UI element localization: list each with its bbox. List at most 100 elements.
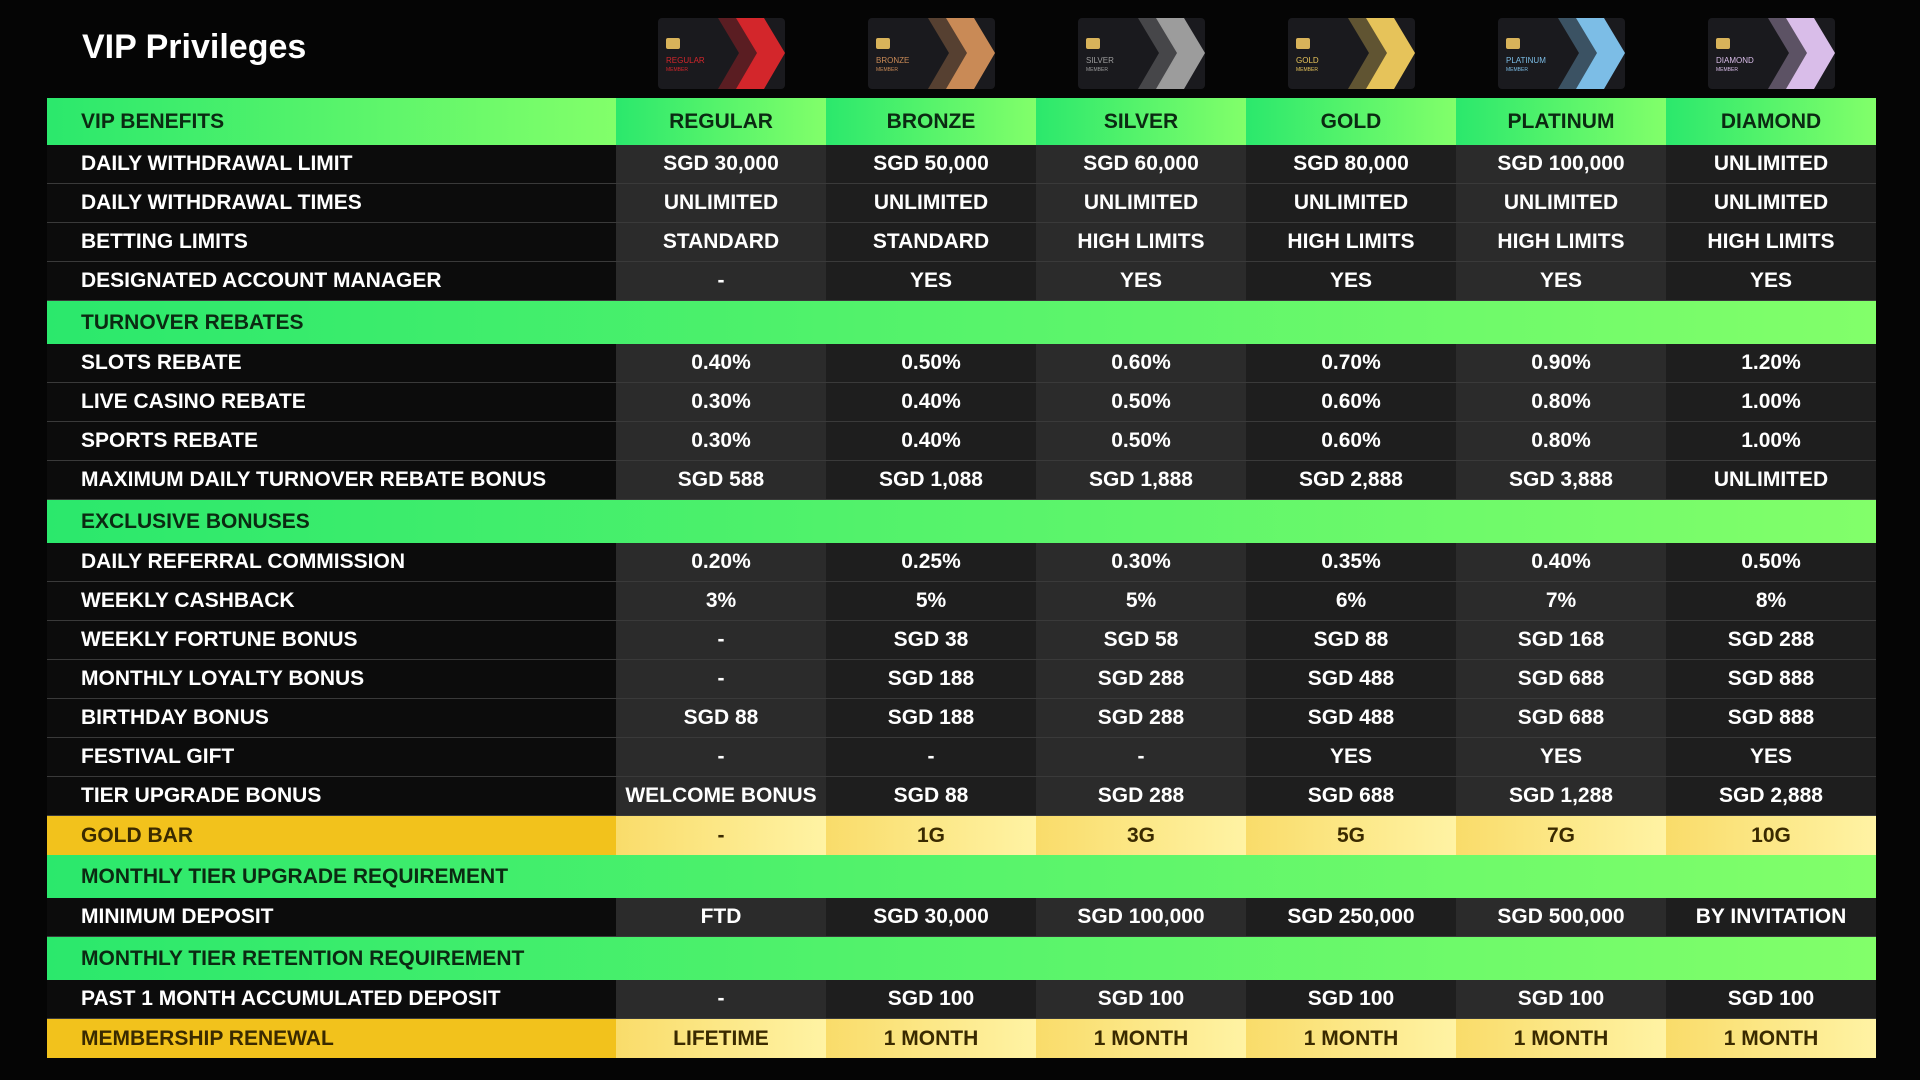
cell: - <box>616 262 826 301</box>
row-label: BETTING LIMITS <box>47 223 616 262</box>
cell: 0.40% <box>826 383 1036 422</box>
card-chevron <box>736 18 785 89</box>
cell: BY INVITATION <box>1666 898 1876 937</box>
cell: 1 MONTH <box>1666 1019 1876 1058</box>
cell: HIGH LIMITS <box>1666 223 1876 262</box>
cell: - <box>826 738 1036 777</box>
card-label: MEMBER <box>1506 67 1528 73</box>
row-label: TIER UPGRADE BONUS <box>47 777 616 816</box>
row-label: BIRTHDAY BONUS <box>47 699 616 738</box>
cell: 6% <box>1246 582 1456 621</box>
card-label: MEMBER <box>1716 67 1738 73</box>
card-chevron-shade <box>928 18 969 89</box>
column-header: GOLD <box>1246 98 1456 145</box>
cell: SGD 30,000 <box>826 898 1036 937</box>
row-label: MEMBERSHIP RENEWAL <box>47 1019 616 1058</box>
card-tier: SILVER <box>1086 56 1114 65</box>
card-chevron <box>946 18 995 89</box>
cell: YES <box>826 262 1036 301</box>
cell: SGD 100,000 <box>1456 145 1666 184</box>
cell: 0.40% <box>826 422 1036 461</box>
row-label: DAILY WITHDRAWAL TIMES <box>47 184 616 223</box>
cell: - <box>616 980 826 1019</box>
cell: SGD 888 <box>1666 660 1876 699</box>
cell: SGD 250,000 <box>1246 898 1456 937</box>
cell: SGD 188 <box>826 699 1036 738</box>
cell: LIFETIME <box>616 1019 826 1058</box>
cell: SGD 2,888 <box>1246 461 1456 500</box>
cell: YES <box>1456 262 1666 301</box>
cell: SGD 168 <box>1456 621 1666 660</box>
cell: SGD 1,888 <box>1036 461 1246 500</box>
cell: UNLIMITED <box>1456 184 1666 223</box>
cell: YES <box>1246 738 1456 777</box>
card-label: MEMBER <box>1086 67 1108 73</box>
cell: 0.50% <box>1036 383 1246 422</box>
cell: UNLIMITED <box>1246 184 1456 223</box>
cell: SGD 100 <box>1246 980 1456 1019</box>
cell: SGD 500,000 <box>1456 898 1666 937</box>
row-label: MAXIMUM DAILY TURNOVER REBATE BONUS <box>47 461 616 500</box>
cell: 1 MONTH <box>1246 1019 1456 1058</box>
cell: SGD 688 <box>1456 699 1666 738</box>
row-label: MONTHLY LOYALTY BONUS <box>47 660 616 699</box>
cell: SGD 80,000 <box>1246 145 1456 184</box>
column-header-label: VIP BENEFITS <box>47 98 616 145</box>
cell: SGD 488 <box>1246 699 1456 738</box>
card-chevron <box>1366 18 1415 89</box>
cell: 0.25% <box>826 543 1036 582</box>
cell: YES <box>1456 738 1666 777</box>
row-label: DAILY WITHDRAWAL LIMIT <box>47 145 616 184</box>
cell: 0.80% <box>1456 383 1666 422</box>
cell: SGD 100 <box>1036 980 1246 1019</box>
column-header: SILVER <box>1036 98 1246 145</box>
cell: SGD 288 <box>1036 660 1246 699</box>
cell: 0.70% <box>1246 344 1456 383</box>
cell: 5G <box>1246 816 1456 855</box>
cell: HIGH LIMITS <box>1456 223 1666 262</box>
cell: 1.00% <box>1666 422 1876 461</box>
cell: WELCOME BONUS <box>616 777 826 816</box>
cell: 0.60% <box>1246 422 1456 461</box>
vip-table: VIP BENEFITS REGULAR BRONZE SILVER GOLD PLATI… <box>47 98 1876 1058</box>
card-chevron-shade <box>1558 18 1599 89</box>
section-header: MONTHLY TIER UPGRADE REQUIREMENT <box>47 855 1876 898</box>
cell: 0.50% <box>1666 543 1876 582</box>
cell: 1 MONTH <box>826 1019 1036 1058</box>
cell: 0.60% <box>1036 344 1246 383</box>
tier-cards: REGULAR MEMBER BRONZE MEMBER SILVER MEMBER GOL… <box>658 18 1835 89</box>
cell: SGD 288 <box>1036 777 1246 816</box>
cell: SGD 100 <box>826 980 1036 1019</box>
cell: 0.50% <box>826 344 1036 383</box>
card-label: MEMBER <box>1296 67 1318 73</box>
cell: 1 MONTH <box>1456 1019 1666 1058</box>
card-label: MEMBER <box>666 67 688 73</box>
card-chevron-shade <box>1768 18 1809 89</box>
cell: 8% <box>1666 582 1876 621</box>
card-chevron <box>1576 18 1625 89</box>
row-label: LIVE CASINO REBATE <box>47 383 616 422</box>
cell: UNLIMITED <box>826 184 1036 223</box>
cell: 0.40% <box>1456 543 1666 582</box>
cell: SGD 38 <box>826 621 1036 660</box>
cell: HIGH LIMITS <box>1036 223 1246 262</box>
cell: SGD 30,000 <box>616 145 826 184</box>
cell: FTD <box>616 898 826 937</box>
cell: SGD 58 <box>1036 621 1246 660</box>
column-header: DIAMOND <box>1666 98 1876 145</box>
page-title: VIP Privileges <box>82 28 307 66</box>
card-tier: REGULAR <box>666 56 705 65</box>
cell: 3G <box>1036 816 1246 855</box>
column-header: BRONZE <box>826 98 1036 145</box>
card-chevron-shade <box>718 18 759 89</box>
card-chip <box>1506 38 1520 49</box>
cell: SGD 288 <box>1666 621 1876 660</box>
cell: 5% <box>826 582 1036 621</box>
cell: SGD 488 <box>1246 660 1456 699</box>
cell: - <box>616 816 826 855</box>
cell: 0.60% <box>1246 383 1456 422</box>
cell: UNLIMITED <box>616 184 826 223</box>
row-label: DAILY REFERRAL COMMISSION <box>47 543 616 582</box>
row-label: WEEKLY FORTUNE BONUS <box>47 621 616 660</box>
card-tier: GOLD <box>1296 56 1319 65</box>
